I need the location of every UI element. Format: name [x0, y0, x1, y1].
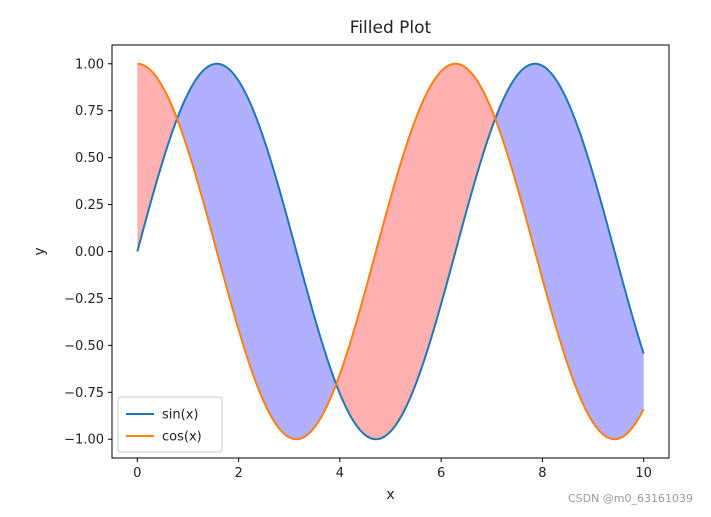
- y-tick-label: 1.00: [75, 57, 104, 72]
- fill-region: [137, 63, 178, 252]
- y-tick-label: 0.25: [75, 198, 104, 213]
- legend-label: sin(x): [162, 408, 198, 423]
- y-tick-label: 0.75: [75, 104, 104, 119]
- series-line-cos: [137, 62, 645, 441]
- series-line-sin: [136, 62, 645, 441]
- legend: sin(x) cos(x): [117, 396, 223, 453]
- y-tick-label: −0.25: [64, 292, 104, 307]
- x-axis-label: x: [386, 487, 394, 503]
- y-axis-ticks: 1.00 0.75 0.50 0.25 0.00 −0.25 −0.50 −0.75 −1.00: [64, 57, 112, 448]
- x-tick-label: 10: [635, 466, 652, 481]
- x-tick-label: 2: [234, 466, 242, 481]
- x-tick-label: 0: [133, 466, 141, 481]
- legend-box: [117, 396, 223, 453]
- x-axis-ticks: 0 2 4 6 8 10: [133, 458, 652, 481]
- y-tick-label: 0.50: [75, 151, 104, 166]
- x-tick-label: 8: [538, 466, 546, 481]
- y-axis-label: y: [32, 247, 48, 255]
- chart-title: Filled Plot: [350, 18, 432, 38]
- legend-label: cos(x): [162, 430, 202, 445]
- y-tick-label: −0.50: [64, 339, 104, 354]
- fill-regions: [137, 63, 644, 440]
- x-tick-label: 4: [336, 466, 344, 481]
- y-tick-label: 0.00: [75, 245, 104, 260]
- x-tick-label: 6: [437, 466, 445, 481]
- series-lines: [136, 62, 645, 441]
- y-tick-label: −0.75: [64, 386, 104, 401]
- y-tick-label: −1.00: [64, 433, 104, 448]
- watermark: CSDN @m0_63161039: [567, 492, 693, 505]
- fill-region: [495, 63, 644, 440]
- fill-region: [177, 63, 337, 440]
- fill-region: [336, 63, 496, 440]
